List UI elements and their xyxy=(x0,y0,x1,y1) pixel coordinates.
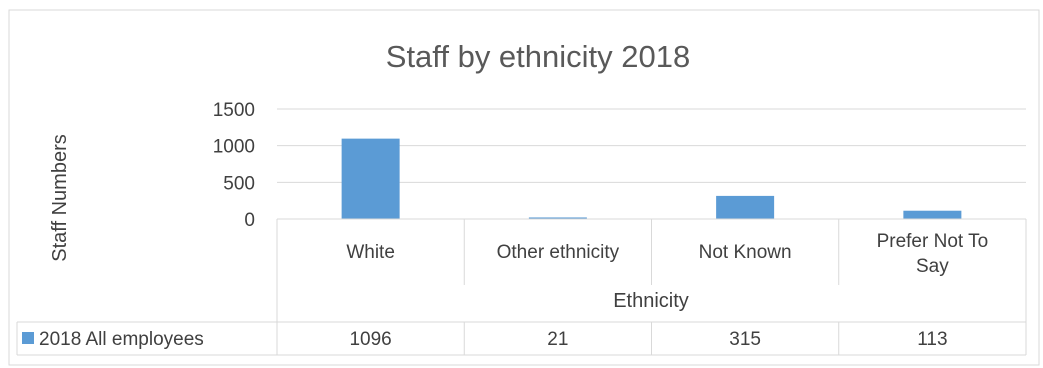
x-axis-title: Ethnicity xyxy=(613,290,689,312)
legend-label: 2018 All employees xyxy=(39,329,204,350)
bars xyxy=(341,138,962,219)
chart-border xyxy=(8,9,1040,366)
y-axis-title: Staff Numbers xyxy=(49,134,71,261)
chart-title: Staff by ethnicity 2018 xyxy=(386,39,690,74)
data-table-value: 315 xyxy=(729,329,761,350)
gridlines xyxy=(277,108,1026,183)
data-table-value: 113 xyxy=(917,329,947,350)
category-label: Not Known xyxy=(699,242,792,263)
category-label: Say xyxy=(916,256,949,277)
bar xyxy=(903,210,962,219)
data-table-value: 1096 xyxy=(349,329,391,350)
data-table-value: 21 xyxy=(547,329,568,350)
bar xyxy=(716,195,775,219)
y-tick-label: 1500 xyxy=(213,100,255,121)
y-axis-ticks: 0 500 1000 1500 xyxy=(213,100,255,231)
bar xyxy=(341,138,400,219)
category-label: White xyxy=(346,242,395,263)
y-tick-label: 500 xyxy=(223,173,255,194)
legend-swatch xyxy=(22,332,34,344)
y-tick-label: 0 xyxy=(244,210,255,231)
category-label: Prefer Not To xyxy=(877,231,989,252)
y-tick-label: 1000 xyxy=(213,137,255,158)
bar xyxy=(528,217,587,219)
category-label: Other ethnicity xyxy=(497,242,620,263)
data-table: White Other ethnicity Not Known Prefer Not … xyxy=(16,218,1027,356)
